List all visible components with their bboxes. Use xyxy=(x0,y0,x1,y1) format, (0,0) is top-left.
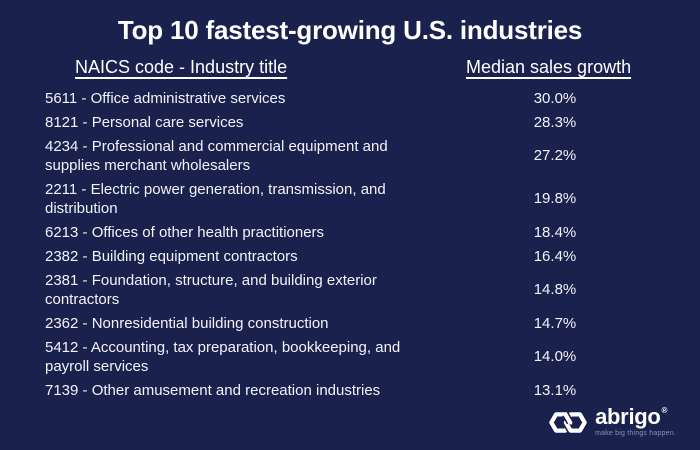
table-row: 2382 - Building equipment contractors 16.… xyxy=(45,244,700,268)
industry-cell: 2382 - Building equipment contractors xyxy=(45,247,298,265)
industry-cell: 4234 - Professional and commercial equip… xyxy=(45,137,388,174)
industry-cell: 7139 - Other amusement and recreation in… xyxy=(45,381,381,399)
table-row: 4234 - Professional and commercial equip… xyxy=(45,134,700,177)
table-row: 5611 - Office administrative services 30.… xyxy=(45,86,700,110)
industry-cell: 2211 - Electric power generation, transm… xyxy=(45,180,386,217)
page-title: Top 10 fastest-growing U.S. industries xyxy=(117,15,583,45)
table-row: 7139 - Other amusement and recreation in… xyxy=(45,378,700,402)
growth-cell: 18.4% xyxy=(533,223,577,241)
growth-cell: 30.0% xyxy=(533,89,577,107)
industry-cell: 2381 - Foundation, structure, and buildi… xyxy=(45,271,377,308)
table-row: 8121 - Personal care services 28.3% xyxy=(45,110,700,134)
registered-trademark-symbol: ® xyxy=(661,406,668,415)
industry-cell: 5412 - Accounting, tax preparation, book… xyxy=(45,338,401,375)
column-header-growth: Median sales growth xyxy=(466,57,632,77)
column-headers: NAICS code - Industry title Median sales… xyxy=(0,57,700,83)
column-header-industry: NAICS code - Industry title xyxy=(75,57,288,77)
abrigo-tagline: make big things happen. xyxy=(595,430,676,437)
industry-cell: 8121 - Personal care services xyxy=(45,113,244,131)
table-row: 2381 - Foundation, structure, and buildi… xyxy=(45,268,700,311)
abrigo-wordmark-label: abrigo xyxy=(595,404,661,429)
table-row: 5412 - Accounting, tax preparation, book… xyxy=(45,335,700,378)
abrigo-logo-text: abrigo® make big things happen. xyxy=(595,406,676,438)
table-body: 5611 - Office administrative services 30.… xyxy=(45,86,700,402)
abrigo-logo: abrigo® make big things happen. xyxy=(548,406,676,438)
industry-cell: 6213 - Offices of other health practitio… xyxy=(45,223,325,241)
industry-cell: 5611 - Office administrative services xyxy=(45,89,286,107)
table-row: 6213 - Offices of other health practitio… xyxy=(45,220,700,244)
growth-cell: 14.0% xyxy=(533,348,577,365)
growth-cell: 13.1% xyxy=(533,381,577,399)
growth-cell: 16.4% xyxy=(533,247,577,265)
growth-cell: 19.8% xyxy=(533,190,577,207)
industry-cell: 2362 - Nonresidential building construct… xyxy=(45,314,329,332)
table-row: 2362 - Nonresidential building construct… xyxy=(45,311,700,335)
table-row: 2211 - Electric power generation, transm… xyxy=(45,177,700,220)
growth-cell: 14.7% xyxy=(533,314,577,332)
abrigo-wordmark: abrigo® xyxy=(595,406,676,428)
growth-cell: 27.2% xyxy=(533,147,577,164)
abrigo-hexagons-icon xyxy=(549,410,589,435)
growth-cell: 28.3% xyxy=(533,113,577,131)
growth-cell: 14.8% xyxy=(533,281,577,298)
